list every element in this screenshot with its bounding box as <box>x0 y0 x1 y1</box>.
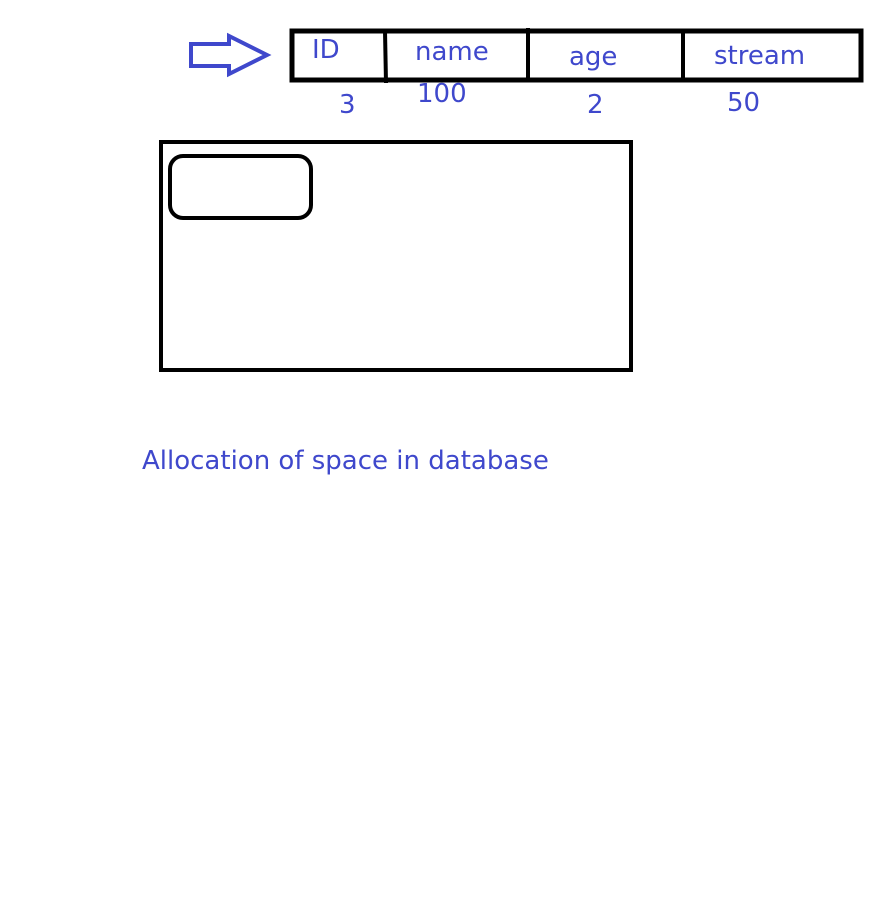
allocated-record-slot <box>168 154 313 220</box>
field-size-stream: 50 <box>727 88 761 118</box>
field-name-stream: stream <box>714 41 806 71</box>
diagram-caption: Allocation of space in database <box>142 446 549 476</box>
field-size-age: 2 <box>587 90 604 120</box>
right-arrow-icon <box>189 32 272 78</box>
field-size-name: 100 <box>417 79 467 109</box>
field-divider-1 <box>383 30 388 84</box>
field-size-id: 3 <box>339 90 356 120</box>
database-space-box <box>159 140 633 372</box>
field-name-age: age <box>569 42 618 72</box>
record-row <box>289 28 864 83</box>
field-name-name: name <box>415 37 489 67</box>
field-name-id: ID <box>312 35 340 65</box>
